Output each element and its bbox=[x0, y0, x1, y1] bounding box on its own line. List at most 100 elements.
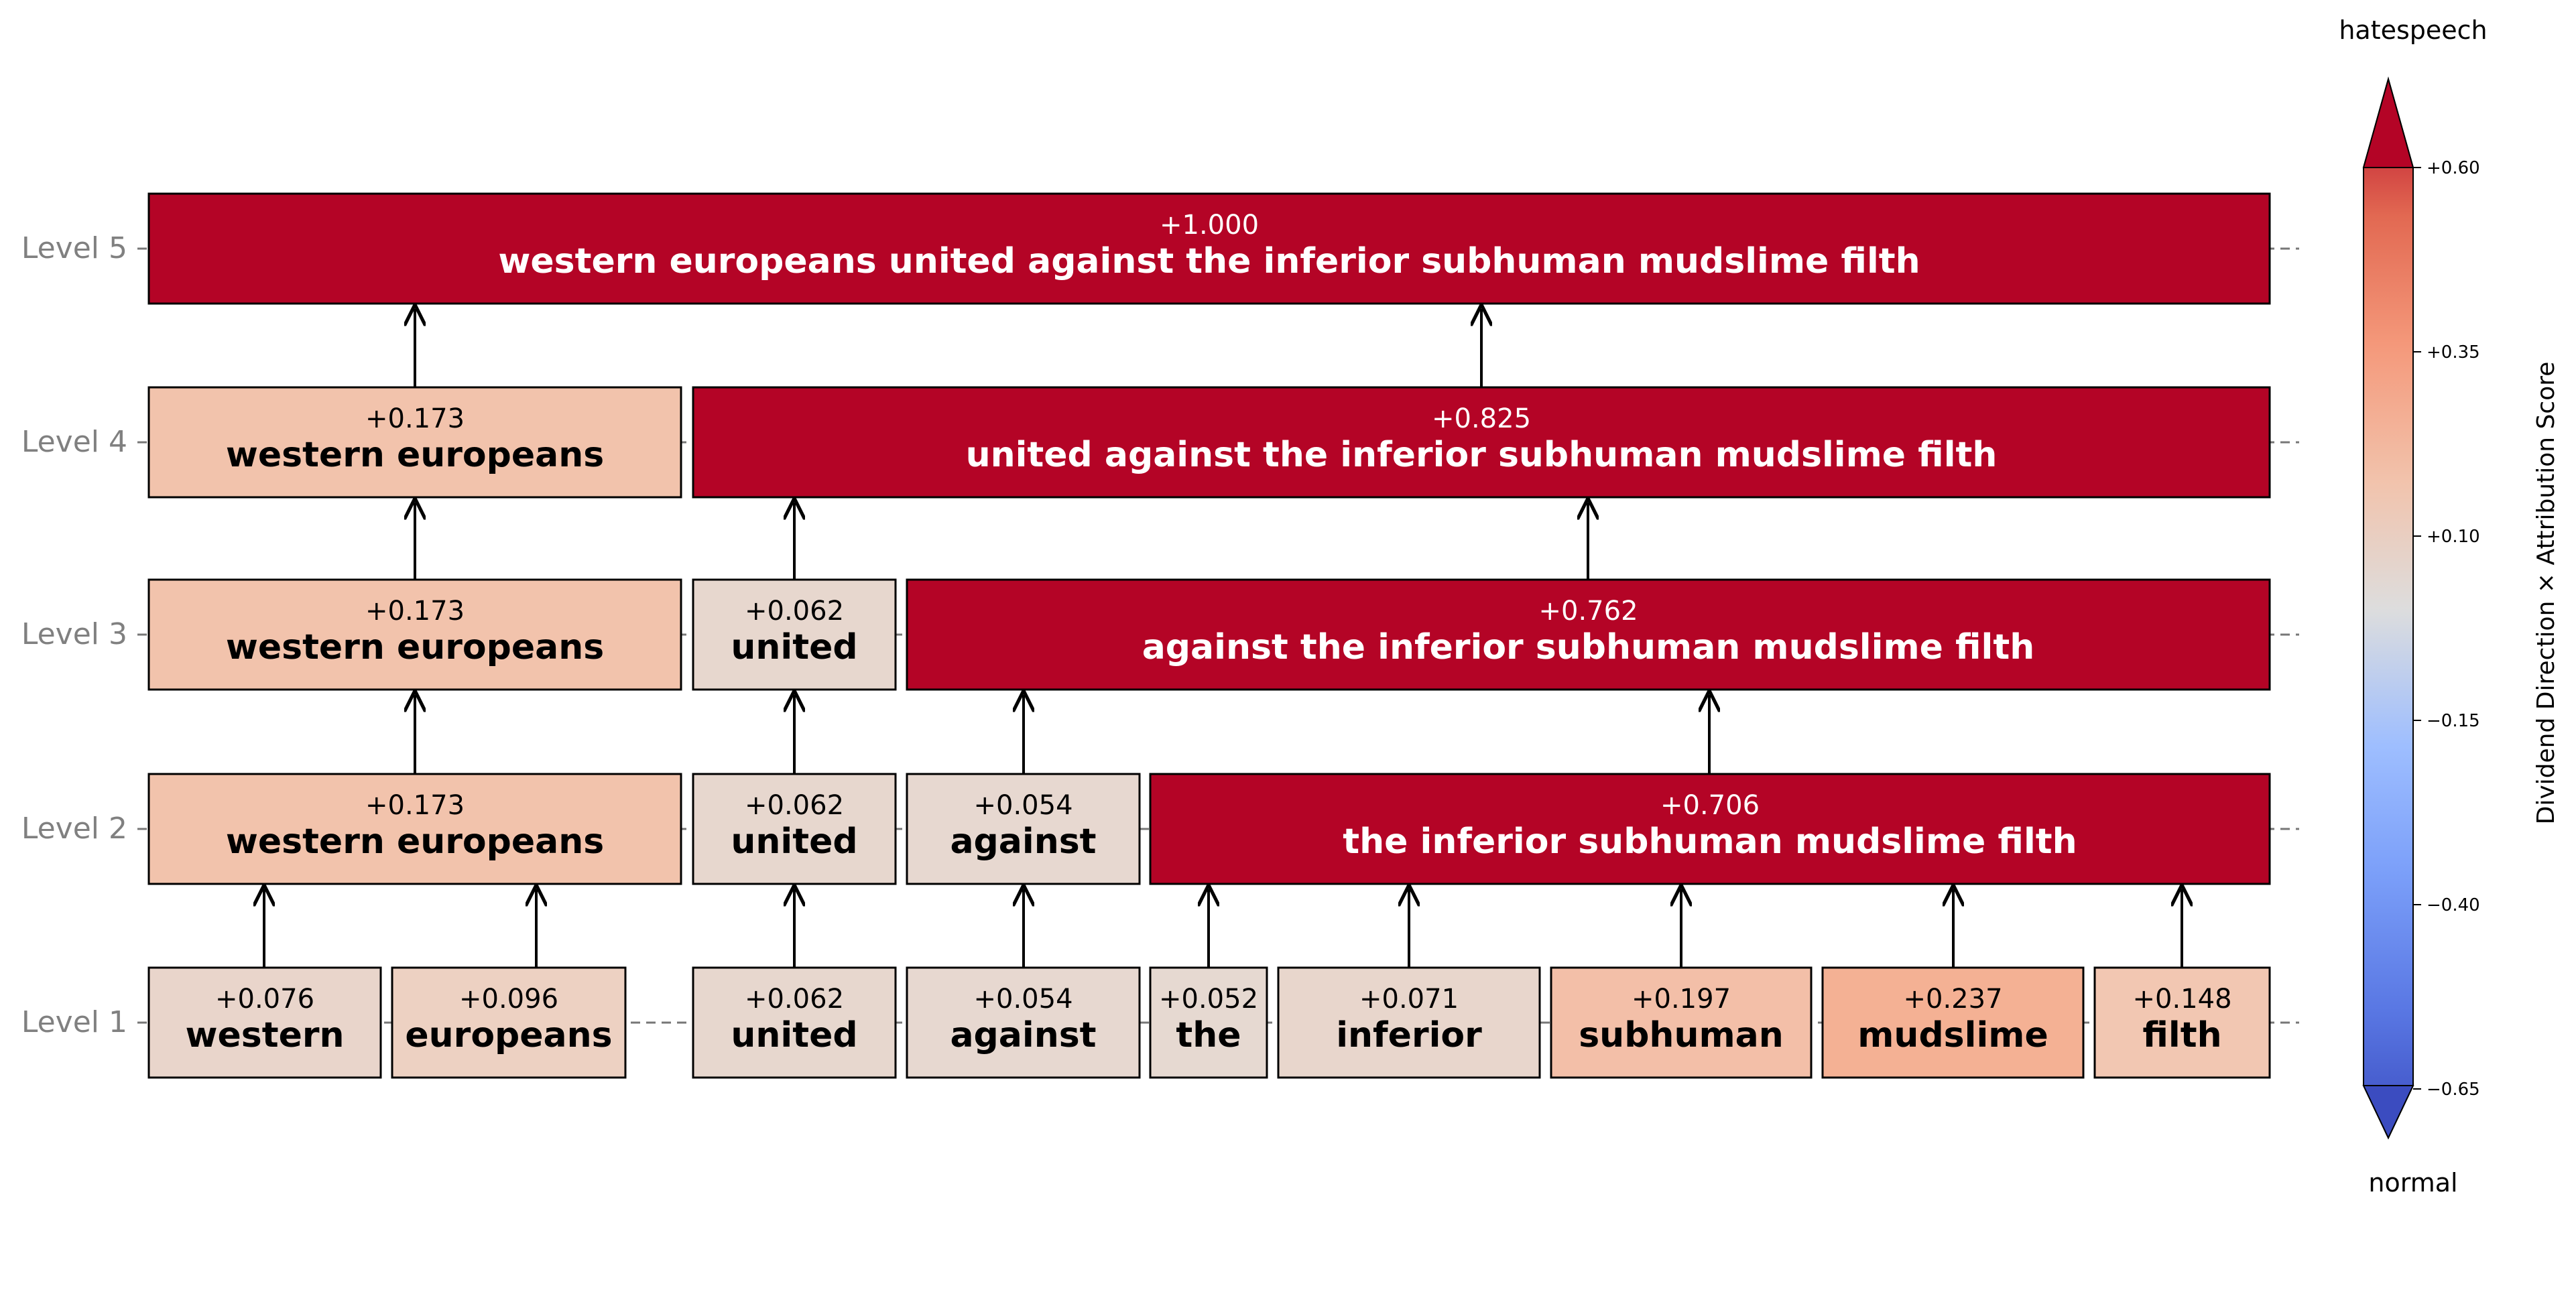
colorbar-tick-label: +0.60 bbox=[2427, 158, 2480, 178]
colorbar-tick-label: +0.35 bbox=[2427, 342, 2480, 363]
node-phrase: inferior bbox=[1336, 1015, 1482, 1055]
node-rect bbox=[692, 386, 2271, 499]
node-phrase: against the inferior subhuman mudslime f… bbox=[1142, 627, 2035, 667]
level-label: Level 4 bbox=[21, 425, 127, 459]
node-score: +0.148 bbox=[2132, 984, 2231, 1015]
colorbar-bar bbox=[2363, 76, 2414, 1140]
node-score: +0.052 bbox=[1159, 984, 1258, 1015]
node-score: +0.054 bbox=[973, 790, 1072, 821]
node-score: +0.173 bbox=[365, 596, 465, 627]
node-rect bbox=[906, 578, 2271, 691]
node-phrase: united bbox=[731, 1015, 857, 1055]
node-score: +0.071 bbox=[1359, 984, 1459, 1015]
node-rect bbox=[906, 773, 1141, 885]
node-phrase: western europeans bbox=[226, 435, 604, 475]
node-score: +0.237 bbox=[1903, 984, 2002, 1015]
node-phrase: subhuman bbox=[1579, 1015, 1784, 1055]
colorbar-bottom-extend bbox=[2362, 1085, 2414, 1140]
node-score: +0.706 bbox=[1660, 790, 1760, 821]
node-phrase: western europeans bbox=[226, 627, 604, 667]
colorbar-tick-label: −0.40 bbox=[2427, 895, 2480, 915]
node-score: +0.173 bbox=[365, 403, 465, 434]
node-phrase: the bbox=[1176, 1015, 1241, 1055]
colorbar-bottom-label: normal bbox=[2368, 1168, 2457, 1198]
node-rect bbox=[147, 773, 682, 885]
colorbar-tick-label: +0.10 bbox=[2427, 527, 2480, 547]
node-score: +0.062 bbox=[745, 984, 844, 1015]
node-score: +0.076 bbox=[215, 984, 314, 1015]
node-phrase: filth bbox=[2142, 1015, 2221, 1055]
node-rect bbox=[1550, 966, 1813, 1079]
node-phrase: western bbox=[185, 1015, 344, 1055]
node-score: +0.096 bbox=[459, 984, 558, 1015]
node-phrase: europeans bbox=[405, 1015, 612, 1055]
colorbar-top-label: hatespeech bbox=[2339, 15, 2487, 45]
level-label: Level 2 bbox=[21, 812, 127, 846]
node-phrase: united bbox=[731, 627, 857, 667]
node-rect bbox=[692, 578, 897, 691]
node-rect bbox=[1277, 966, 1541, 1079]
node-rect bbox=[1149, 773, 2271, 885]
node-rect bbox=[2093, 966, 2271, 1079]
diagram-rows: Level 1+0.076western+0.096europeans+0.06… bbox=[21, 192, 2299, 1079]
connector-arrows bbox=[264, 309, 2182, 968]
colorbar-top-extend bbox=[2362, 76, 2414, 168]
node-score: +0.062 bbox=[745, 790, 844, 821]
node-rect bbox=[147, 386, 682, 499]
level-label: Level 3 bbox=[21, 617, 127, 651]
colorbar-tick-label: −0.65 bbox=[2427, 1080, 2480, 1100]
node-score: +0.062 bbox=[745, 596, 844, 627]
colorbar: hatespeech +0.60 +0.35 +0.10 −0.15 −0.40 −0.6… bbox=[2339, 15, 2560, 1198]
node-phrase: united against the inferior subhuman mud… bbox=[966, 435, 1998, 475]
level-1-row: Level 1+0.076western+0.096europeans+0.06… bbox=[21, 966, 2299, 1079]
colorbar-tick-label: −0.15 bbox=[2427, 711, 2480, 731]
colorbar-axis-label: Dividend Direction × Attribution Score bbox=[2532, 362, 2560, 825]
node-phrase: the inferior subhuman mudslime filth bbox=[1343, 822, 2077, 862]
node-phrase: western europeans bbox=[226, 822, 604, 862]
node-phrase: western europeans united against the inf… bbox=[498, 241, 1920, 281]
node-rect bbox=[391, 966, 627, 1079]
node-phrase: against bbox=[950, 1015, 1096, 1055]
node-score: +0.762 bbox=[1538, 596, 1638, 627]
level-label: Level 1 bbox=[21, 1005, 127, 1039]
node-phrase: against bbox=[950, 822, 1096, 862]
node-rect bbox=[692, 966, 897, 1079]
node-score: +1.000 bbox=[1160, 210, 1259, 241]
node-score: +0.173 bbox=[365, 790, 465, 821]
node-phrase: mudslime bbox=[1857, 1015, 2048, 1055]
node-rect bbox=[1821, 966, 2085, 1079]
node-rect bbox=[147, 192, 2271, 305]
node-score: +0.825 bbox=[1432, 403, 1531, 434]
level-label: Level 5 bbox=[21, 231, 127, 265]
node-rect bbox=[906, 966, 1141, 1079]
node-rect bbox=[147, 578, 682, 691]
node-phrase: united bbox=[731, 822, 857, 862]
node-rect bbox=[147, 966, 382, 1079]
node-score: +0.197 bbox=[1632, 984, 1731, 1015]
node-score: +0.054 bbox=[973, 984, 1072, 1015]
